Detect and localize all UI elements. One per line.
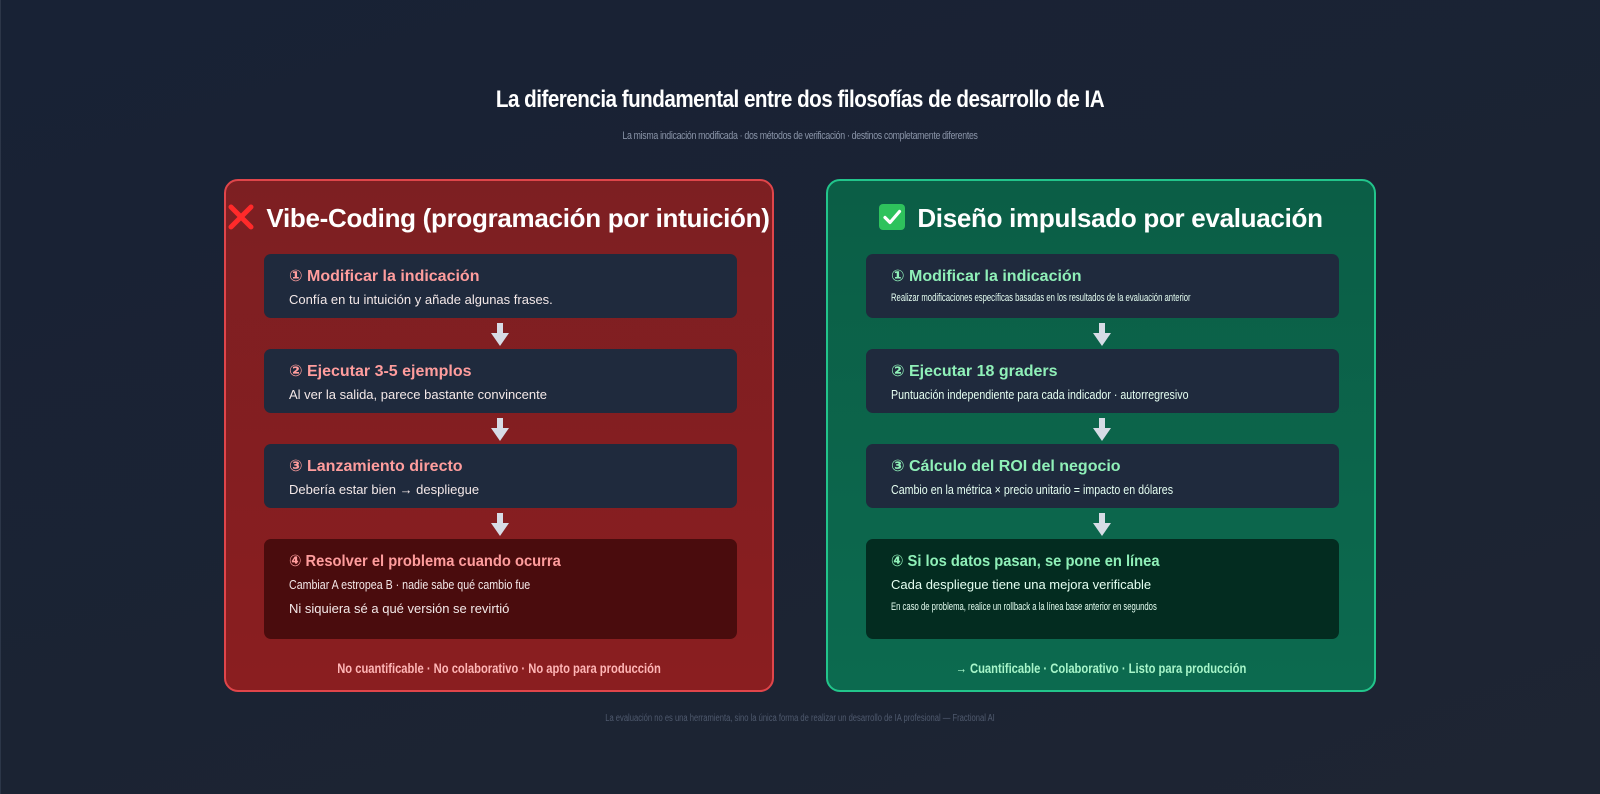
eval-step-3: ③ Cálculo del ROI del negocio Cambio en … xyxy=(866,444,1339,508)
step-description: Confía en tu intuición y añade algunas f… xyxy=(289,292,553,307)
vibe-coding-footer: No cuantificable · No colaborativo · No … xyxy=(337,660,661,676)
step-description-secondary: Ni siquiera sé a qué versión se revirtió xyxy=(289,601,510,616)
arrow-down-icon xyxy=(491,513,509,536)
step-description: Realizar modificaciones específicas basa… xyxy=(891,292,1191,304)
page-title: La diferencia fundamental entre dos filo… xyxy=(495,86,1105,113)
step-title: ③ Cálculo del ROI del negocio xyxy=(891,458,1121,475)
arrow-down-icon xyxy=(1093,513,1111,536)
left-edge-divider xyxy=(0,0,1,794)
vibe-coding-header: Vibe-Coding (programación por intuición) xyxy=(226,203,772,234)
eval-driven-footer: → Cuantificable · Colaborativo · Listo p… xyxy=(955,660,1247,676)
step-title: ② Ejecutar 18 graders xyxy=(891,363,1058,380)
step-description: Cada despliegue tiene una mejora verific… xyxy=(891,577,1152,592)
step-description: Puntuación independiente para cada indic… xyxy=(891,387,1189,402)
vibe-step-1: ① Modificar la indicación Confía en tu i… xyxy=(264,254,737,318)
footer-quote: La evaluación no es una herramienta, sin… xyxy=(605,713,995,724)
vibe-coding-title: Vibe-Coding (programación por intuición) xyxy=(266,203,770,233)
vibe-step-2: ② Ejecutar 3-5 ejemplos Al ver la salida… xyxy=(264,349,737,413)
step-title: ④ Si los datos pasan, se pone en línea xyxy=(891,553,1160,570)
step-description: Cambiar A estropea B · nadie sabe qué ca… xyxy=(289,577,531,592)
arrow-down-icon xyxy=(1093,323,1111,346)
eval-step-4: ④ Si los datos pasan, se pone en línea C… xyxy=(866,539,1339,639)
eval-driven-header: Diseño impulsado por evaluación xyxy=(828,203,1374,234)
arrow-down-icon xyxy=(1093,418,1111,441)
vibe-step-4: ④ Resolver el problema cuando ocurra Cam… xyxy=(264,539,737,639)
cross-mark-icon xyxy=(228,204,254,230)
check-mark-icon xyxy=(879,204,906,230)
eval-driven-title: Diseño impulsado por evaluación xyxy=(917,203,1323,233)
eval-driven-panel: Diseño impulsado por evaluación ① Modifi… xyxy=(826,179,1376,692)
step-description-secondary: En caso de problema, realice un rollback… xyxy=(891,601,1157,613)
step-title: ① Modificar la indicación xyxy=(891,268,1082,285)
vibe-step-3: ③ Lanzamiento directo Debería estar bien… xyxy=(264,444,737,508)
eval-step-2: ② Ejecutar 18 graders Puntuación indepen… xyxy=(866,349,1339,413)
step-title: ④ Resolver el problema cuando ocurra xyxy=(289,553,561,570)
vibe-coding-panel: Vibe-Coding (programación por intuición)… xyxy=(224,179,774,692)
page-subtitle: La misma indicación modificada · dos mét… xyxy=(622,130,978,142)
step-description: Al ver la salida, parece bastante convin… xyxy=(289,387,547,402)
eval-step-1: ① Modificar la indicación Realizar modif… xyxy=(866,254,1339,318)
step-title: ① Modificar la indicación xyxy=(289,268,480,285)
arrow-down-icon xyxy=(491,418,509,441)
step-title: ② Ejecutar 3-5 ejemplos xyxy=(289,363,472,380)
step-description: Debería estar bien → despliegue xyxy=(289,482,480,497)
step-description: Cambio en la métrica × precio unitario =… xyxy=(891,482,1174,497)
step-title: ③ Lanzamiento directo xyxy=(289,458,463,475)
arrow-down-icon xyxy=(491,323,509,346)
